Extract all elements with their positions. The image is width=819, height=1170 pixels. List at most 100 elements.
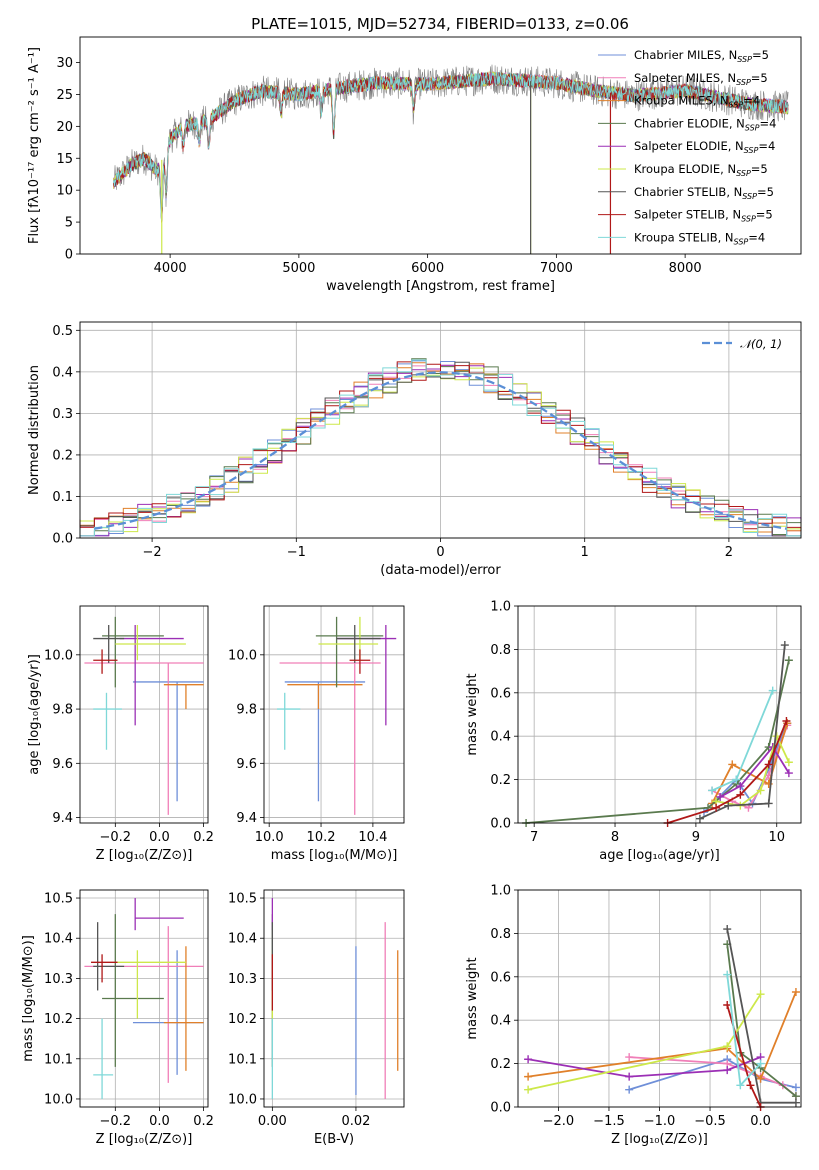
legend-subscript: SSP <box>742 192 757 201</box>
panel-mass-weight-vs-Z: −2.0 −1.5 −1.0 −0.5 0.0 0.0 0.2 0.4 0.6 0.8 1.0 Z [… <box>465 884 802 1147</box>
axes-frame <box>79 889 209 1108</box>
x-tick-label: 5000 <box>282 261 315 276</box>
panel-residuals: −2 −1 0 1 2 0.0 0.1 0.2 0.3 0.4 0.5 (data-model)/er… <box>27 321 802 578</box>
legend-value: =5 <box>756 208 773 222</box>
x-tick-label: 7000 <box>540 261 573 276</box>
errorbar-point-kroupa-elodie <box>115 624 186 661</box>
panel-mass-vs-EBV: 0.00 0.02 10.0 10.1 10.2 10.3 10.4 10.5 E(B-V) <box>228 889 405 1147</box>
y-tick-label: 25 <box>56 88 73 103</box>
weight-line-kroupa-stelib <box>711 690 774 792</box>
weight-marker <box>782 717 791 726</box>
errorbar-point-chabrier-elodie <box>102 914 164 1067</box>
y-tick-label: 10.5 <box>228 892 257 907</box>
x-tick-label: 10.4 <box>358 830 387 845</box>
y-tick-label: 10.3 <box>44 972 73 987</box>
x-tick-label: 10.2 <box>307 830 336 845</box>
x-tick-label: 1 <box>581 545 589 560</box>
legend-subscript: SSP <box>737 55 752 64</box>
weight-marker <box>736 1081 745 1090</box>
legend-entry: Kroupa ELODIE, NSSP=5 <box>634 162 768 178</box>
errorbar-point-chabrier-miles <box>284 681 366 802</box>
x-tick-label: 0.02 <box>341 1114 370 1129</box>
panel-age-vs-Z: −0.2 0.0 0.2 9.4 9.6 9.8 10.0 Z [log₁₀(Z/Z⊙)] ag… <box>27 605 214 863</box>
errorbar-point-kroupa-elodie <box>115 950 186 1019</box>
weight-marker <box>756 786 765 795</box>
y-tick-label: 10.1 <box>228 1052 257 1067</box>
x-tick-label: 0.0 <box>149 1114 170 1129</box>
x-tick-label: 10 <box>768 830 785 845</box>
weight-marker <box>625 1085 634 1094</box>
weight-line-salpeter-elodie <box>719 745 790 798</box>
weight-marker <box>625 1072 634 1081</box>
weight-marker <box>756 990 765 999</box>
x-axis-label: mass [log₁₀(M/M⊙)] <box>271 848 398 863</box>
x-tick-label: 0 <box>436 545 444 560</box>
weight-marker <box>784 769 793 778</box>
y-tick-label: 30 <box>56 56 73 71</box>
x-tick-label: −1.5 <box>593 1114 625 1129</box>
x-tick-label: 0.0 <box>750 1114 771 1129</box>
axes-frame <box>517 605 802 824</box>
y-tick-label: 0.1 <box>52 490 73 505</box>
legend-value: =4 <box>758 139 775 153</box>
legend-entry: Kroupa STELIB, NSSP=4 <box>634 230 765 246</box>
y-tick-label: 10 <box>56 184 73 199</box>
x-tick-label: −1 <box>287 545 306 560</box>
y-tick-label: 9.4 <box>236 811 257 826</box>
y-tick-label: 5 <box>65 216 73 231</box>
weight-marker <box>756 1074 765 1083</box>
legend-entry: Salpeter STELIB, NSSP=5 <box>634 208 773 224</box>
weight-marker <box>716 792 725 801</box>
figure-title: PLATE=1015, MJD=52734, FIBERID=0133, z=0… <box>251 15 629 33</box>
x-tick-label: 0.2 <box>193 1114 214 1129</box>
legend-entry: Chabrier MILES, NSSP=5 <box>634 48 769 64</box>
axes-frame <box>263 605 405 824</box>
weight-line-chabrier-stelib <box>699 645 786 820</box>
legend-subscript: SSP <box>734 237 749 246</box>
legend-subscript: SSP <box>741 215 756 224</box>
y-tick-label: 10.4 <box>228 932 257 947</box>
legend-subscript: SSP <box>744 146 759 155</box>
weight-marker <box>746 1081 755 1090</box>
x-tick-label: 2 <box>725 545 733 560</box>
weight-marker <box>723 1066 732 1075</box>
legend-entry: 𝒩(0, 1) <box>740 337 782 351</box>
legend-subscript: SSP <box>736 169 751 178</box>
legend-value: =5 <box>751 71 768 85</box>
weight-marker <box>768 686 777 695</box>
panel-spectrum: 4000 5000 6000 7000 8000 0 5 10 15 20 25 30 waveleng… <box>27 36 802 294</box>
legend-value: =4 <box>743 94 760 108</box>
y-tick-label: 10.4 <box>44 932 73 947</box>
errorbar-point-kroupa-miles <box>163 684 204 710</box>
weight-marker <box>791 1098 800 1107</box>
y-tick-label: 10.0 <box>228 1092 257 1107</box>
errorbar-point-kroupa-stelib <box>276 692 301 750</box>
errorbar-point-kroupa-stelib <box>93 1018 114 1099</box>
errorbar-point-salpeter-miles <box>279 662 381 815</box>
weight-marker <box>732 775 741 784</box>
weight-marker <box>723 970 732 979</box>
y-tick-label: 20 <box>56 120 73 135</box>
x-tick-label: −0.2 <box>100 830 132 845</box>
axes-frame <box>79 605 209 824</box>
errorbar-point-salpeter-stelib <box>349 649 371 674</box>
y-tick-label: 9.8 <box>236 703 257 718</box>
errorbar-point-salpeter-elodie <box>336 624 397 726</box>
errorbar-point-salpeter-miles <box>84 662 204 815</box>
weight-marker <box>791 1083 800 1092</box>
weight-marker <box>764 760 773 769</box>
legend-value: =4 <box>760 116 777 130</box>
errorbar-point-salpeter-stelib <box>93 649 118 674</box>
x-axis-label: age [log₁₀(age/yr)] <box>599 848 720 863</box>
weight-marker <box>764 799 773 808</box>
weight-marker <box>723 925 732 934</box>
y-tick-label: 0 <box>65 248 73 263</box>
legend-entry: Salpeter ELODIE, NSSP=4 <box>634 139 775 155</box>
errorbar-point-salpeter-stelib <box>91 954 118 983</box>
y-tick-label: 10.2 <box>228 1012 257 1027</box>
x-tick-label: 7 <box>530 830 538 845</box>
x-axis-label: E(B-V) <box>314 1132 354 1147</box>
errorbar-point-salpeter-elodie <box>119 624 184 726</box>
y-tick-label: 1.0 <box>490 884 511 899</box>
legend-entry: Chabrier ELODIE, NSSP=4 <box>634 116 776 132</box>
